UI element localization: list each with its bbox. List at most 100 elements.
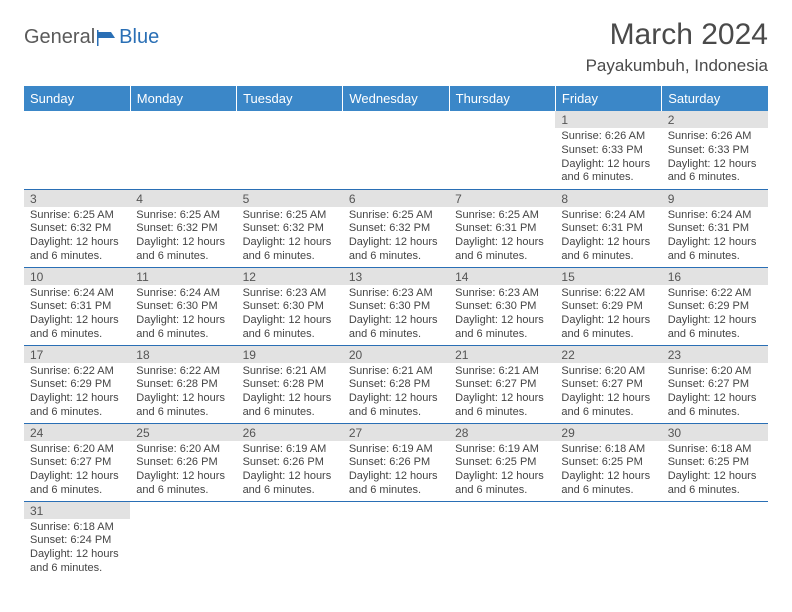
day-details: Sunrise: 6:22 AMSunset: 6:29 PMDaylight:… <box>24 363 130 423</box>
day-details: Sunrise: 6:25 AMSunset: 6:32 PMDaylight:… <box>343 207 449 267</box>
calendar-day-cell: 5Sunrise: 6:25 AMSunset: 6:32 PMDaylight… <box>237 189 343 267</box>
day-number: 23 <box>662 346 768 363</box>
calendar-day-cell: 15Sunrise: 6:22 AMSunset: 6:29 PMDayligh… <box>555 267 661 345</box>
title-block: March 2024 Payakumbuh, Indonesia <box>586 18 768 76</box>
day-number: 12 <box>237 268 343 285</box>
calendar-week-row: 3Sunrise: 6:25 AMSunset: 6:32 PMDaylight… <box>24 189 768 267</box>
logo: General Blue <box>24 18 159 49</box>
calendar-day-cell: 26Sunrise: 6:19 AMSunset: 6:26 PMDayligh… <box>237 423 343 501</box>
day-number: 22 <box>555 346 661 363</box>
day-number: 27 <box>343 424 449 441</box>
calendar-day-cell: 24Sunrise: 6:20 AMSunset: 6:27 PMDayligh… <box>24 423 130 501</box>
weekday-header: Saturday <box>662 86 768 111</box>
day-details: Sunrise: 6:24 AMSunset: 6:30 PMDaylight:… <box>130 285 236 345</box>
month-title: March 2024 <box>586 18 768 52</box>
weekday-header: Wednesday <box>343 86 449 111</box>
weekday-header: Monday <box>130 86 236 111</box>
day-number: 28 <box>449 424 555 441</box>
day-details: Sunrise: 6:20 AMSunset: 6:27 PMDaylight:… <box>24 441 130 501</box>
calendar-day-cell: 30Sunrise: 6:18 AMSunset: 6:25 PMDayligh… <box>662 423 768 501</box>
calendar-day-cell: 6Sunrise: 6:25 AMSunset: 6:32 PMDaylight… <box>343 189 449 267</box>
flag-icon <box>97 30 117 46</box>
calendar-day-cell: 10Sunrise: 6:24 AMSunset: 6:31 PMDayligh… <box>24 267 130 345</box>
calendar-day-cell: 22Sunrise: 6:20 AMSunset: 6:27 PMDayligh… <box>555 345 661 423</box>
day-number: 7 <box>449 190 555 207</box>
calendar-day-cell <box>130 111 236 189</box>
weekday-header: Thursday <box>449 86 555 111</box>
calendar-day-cell: 27Sunrise: 6:19 AMSunset: 6:26 PMDayligh… <box>343 423 449 501</box>
day-details: Sunrise: 6:22 AMSunset: 6:29 PMDaylight:… <box>555 285 661 345</box>
calendar-day-cell: 29Sunrise: 6:18 AMSunset: 6:25 PMDayligh… <box>555 423 661 501</box>
calendar-day-cell <box>343 111 449 189</box>
calendar-day-cell: 19Sunrise: 6:21 AMSunset: 6:28 PMDayligh… <box>237 345 343 423</box>
day-details: Sunrise: 6:20 AMSunset: 6:27 PMDaylight:… <box>555 363 661 423</box>
calendar-day-cell: 13Sunrise: 6:23 AMSunset: 6:30 PMDayligh… <box>343 267 449 345</box>
calendar-day-cell: 8Sunrise: 6:24 AMSunset: 6:31 PMDaylight… <box>555 189 661 267</box>
day-details: Sunrise: 6:21 AMSunset: 6:27 PMDaylight:… <box>449 363 555 423</box>
day-details: Sunrise: 6:24 AMSunset: 6:31 PMDaylight:… <box>24 285 130 345</box>
calendar-body: 1Sunrise: 6:26 AMSunset: 6:33 PMDaylight… <box>24 111 768 579</box>
calendar-day-cell: 3Sunrise: 6:25 AMSunset: 6:32 PMDaylight… <box>24 189 130 267</box>
day-number: 8 <box>555 190 661 207</box>
day-number: 16 <box>662 268 768 285</box>
calendar-day-cell: 11Sunrise: 6:24 AMSunset: 6:30 PMDayligh… <box>130 267 236 345</box>
day-number: 10 <box>24 268 130 285</box>
calendar-day-cell: 7Sunrise: 6:25 AMSunset: 6:31 PMDaylight… <box>449 189 555 267</box>
day-details: Sunrise: 6:18 AMSunset: 6:25 PMDaylight:… <box>662 441 768 501</box>
weekday-header: Tuesday <box>237 86 343 111</box>
calendar-table: SundayMondayTuesdayWednesdayThursdayFrid… <box>24 86 768 579</box>
calendar-day-cell: 17Sunrise: 6:22 AMSunset: 6:29 PMDayligh… <box>24 345 130 423</box>
calendar-day-cell: 23Sunrise: 6:20 AMSunset: 6:27 PMDayligh… <box>662 345 768 423</box>
day-number: 30 <box>662 424 768 441</box>
day-number: 6 <box>343 190 449 207</box>
day-details: Sunrise: 6:20 AMSunset: 6:26 PMDaylight:… <box>130 441 236 501</box>
day-number: 26 <box>237 424 343 441</box>
day-details: Sunrise: 6:19 AMSunset: 6:25 PMDaylight:… <box>449 441 555 501</box>
day-details: Sunrise: 6:25 AMSunset: 6:32 PMDaylight:… <box>130 207 236 267</box>
calendar-day-cell: 28Sunrise: 6:19 AMSunset: 6:25 PMDayligh… <box>449 423 555 501</box>
day-details: Sunrise: 6:23 AMSunset: 6:30 PMDaylight:… <box>343 285 449 345</box>
day-details: Sunrise: 6:23 AMSunset: 6:30 PMDaylight:… <box>237 285 343 345</box>
day-details: Sunrise: 6:26 AMSunset: 6:33 PMDaylight:… <box>662 128 768 188</box>
day-details: Sunrise: 6:24 AMSunset: 6:31 PMDaylight:… <box>662 207 768 267</box>
calendar-week-row: 31Sunrise: 6:18 AMSunset: 6:24 PMDayligh… <box>24 501 768 579</box>
day-number: 17 <box>24 346 130 363</box>
day-details: Sunrise: 6:18 AMSunset: 6:24 PMDaylight:… <box>24 519 130 579</box>
calendar-day-cell: 9Sunrise: 6:24 AMSunset: 6:31 PMDaylight… <box>662 189 768 267</box>
calendar-day-cell <box>130 501 236 579</box>
day-number: 3 <box>24 190 130 207</box>
day-number: 11 <box>130 268 236 285</box>
day-number: 2 <box>662 111 768 128</box>
header: General Blue March 2024 Payakumbuh, Indo… <box>24 18 768 76</box>
calendar-day-cell: 21Sunrise: 6:21 AMSunset: 6:27 PMDayligh… <box>449 345 555 423</box>
calendar-day-cell <box>662 501 768 579</box>
calendar-day-cell: 16Sunrise: 6:22 AMSunset: 6:29 PMDayligh… <box>662 267 768 345</box>
day-details: Sunrise: 6:21 AMSunset: 6:28 PMDaylight:… <box>237 363 343 423</box>
calendar-day-cell: 2Sunrise: 6:26 AMSunset: 6:33 PMDaylight… <box>662 111 768 189</box>
day-details: Sunrise: 6:20 AMSunset: 6:27 PMDaylight:… <box>662 363 768 423</box>
calendar-day-cell <box>449 501 555 579</box>
location-label: Payakumbuh, Indonesia <box>586 56 768 76</box>
calendar-week-row: 17Sunrise: 6:22 AMSunset: 6:29 PMDayligh… <box>24 345 768 423</box>
logo-text-blue: Blue <box>119 26 159 49</box>
weekday-header: Friday <box>555 86 661 111</box>
day-number: 1 <box>555 111 661 128</box>
day-details: Sunrise: 6:22 AMSunset: 6:29 PMDaylight:… <box>662 285 768 345</box>
day-number: 18 <box>130 346 236 363</box>
calendar-week-row: 24Sunrise: 6:20 AMSunset: 6:27 PMDayligh… <box>24 423 768 501</box>
calendar-day-cell: 12Sunrise: 6:23 AMSunset: 6:30 PMDayligh… <box>237 267 343 345</box>
day-details: Sunrise: 6:24 AMSunset: 6:31 PMDaylight:… <box>555 207 661 267</box>
calendar-day-cell <box>343 501 449 579</box>
day-number: 19 <box>237 346 343 363</box>
calendar-week-row: 1Sunrise: 6:26 AMSunset: 6:33 PMDaylight… <box>24 111 768 189</box>
weekday-header-row: SundayMondayTuesdayWednesdayThursdayFrid… <box>24 86 768 111</box>
day-details: Sunrise: 6:22 AMSunset: 6:28 PMDaylight:… <box>130 363 236 423</box>
day-details: Sunrise: 6:19 AMSunset: 6:26 PMDaylight:… <box>343 441 449 501</box>
day-number: 24 <box>24 424 130 441</box>
day-number: 29 <box>555 424 661 441</box>
day-number: 15 <box>555 268 661 285</box>
calendar-day-cell: 18Sunrise: 6:22 AMSunset: 6:28 PMDayligh… <box>130 345 236 423</box>
day-number: 4 <box>130 190 236 207</box>
calendar-day-cell: 4Sunrise: 6:25 AMSunset: 6:32 PMDaylight… <box>130 189 236 267</box>
weekday-header: Sunday <box>24 86 130 111</box>
